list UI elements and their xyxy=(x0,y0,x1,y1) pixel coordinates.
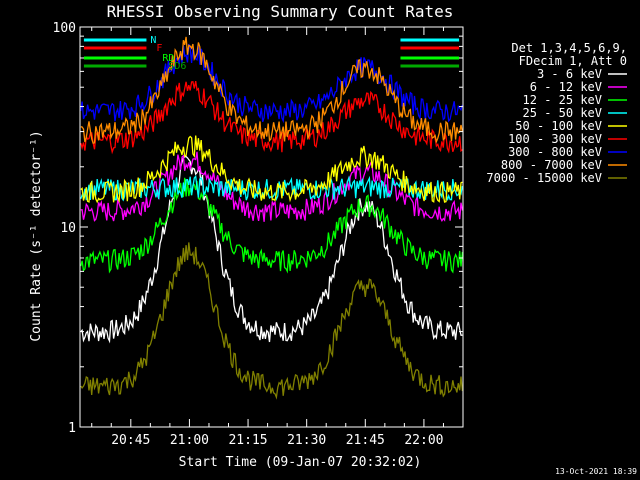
y-tick-label-0: 1 xyxy=(68,421,76,436)
legend-label-3: 25 - 50 keV xyxy=(523,106,602,120)
y-tick-label-2: 100 xyxy=(53,21,76,36)
chart-title: RHESSI Observing Summary Count Rates xyxy=(107,2,454,21)
legend-header-line-2: FDecim 1, Att 0 xyxy=(519,54,627,68)
legend-label-2: 12 - 25 keV xyxy=(523,93,602,107)
series-line-6 xyxy=(80,43,464,124)
legend: Det 1,3,4,5,6,9, FDecim 1, Att 0 3 - 6 k… xyxy=(486,41,627,185)
legend-label-5: 100 - 300 keV xyxy=(508,132,602,146)
legend-header-line-1: Det 1,3,4,5,6,9, xyxy=(511,41,627,55)
x-tick-label-2: 21:15 xyxy=(228,433,267,448)
legend-label-6: 300 - 800 keV xyxy=(508,145,602,159)
x-tick-label-0: 20:45 xyxy=(111,433,150,448)
legend-label-1: 6 - 12 keV xyxy=(530,80,602,94)
timestamp: 13-Oct-2021 18:39 xyxy=(555,467,637,476)
flag-label-3: SD6 xyxy=(168,61,186,72)
ticks-layer: 20:45 21:00 21:15 21:30 21:45 22:00 1 10 100 xyxy=(53,21,463,448)
series-line-8 xyxy=(80,242,464,400)
series-line-4 xyxy=(80,135,463,204)
series-line-2 xyxy=(80,177,464,274)
y-tick-label-1: 10 xyxy=(60,221,76,236)
x-tick-label-1: 21:00 xyxy=(170,433,209,448)
series-layer xyxy=(80,36,464,400)
x-tick-label-5: 22:00 xyxy=(404,433,443,448)
x-tick-label-4: 21:45 xyxy=(346,433,385,448)
flag-label-1: F xyxy=(156,43,162,54)
y-axis-title: Count Rate (s⁻¹ detector⁻¹) xyxy=(29,130,44,341)
x-axis-title: Start Time (09-Jan-07 20:32:02) xyxy=(179,455,422,470)
x-tick-label-3: 21:30 xyxy=(287,433,326,448)
series-line-0 xyxy=(80,155,463,344)
legend-label-8: 7000 - 15000 keV xyxy=(486,171,602,185)
flag-label-2: RD xyxy=(162,53,174,64)
series-line-5 xyxy=(80,80,463,155)
series-line-7 xyxy=(80,36,464,144)
legend-label-4: 50 - 100 keV xyxy=(515,119,602,133)
series-line-1 xyxy=(80,151,464,222)
legend-label-0: 3 - 6 keV xyxy=(537,67,602,81)
flag-label-0: N xyxy=(150,35,156,46)
legend-label-7: 800 - 7000 keV xyxy=(501,158,602,172)
